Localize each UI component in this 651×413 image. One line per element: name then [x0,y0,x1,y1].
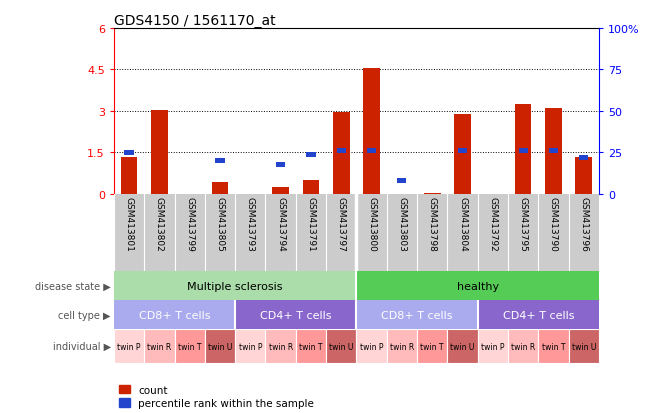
Text: Multiple sclerosis: Multiple sclerosis [187,281,283,291]
Text: GSM413796: GSM413796 [579,197,589,252]
Text: GSM413805: GSM413805 [215,197,225,252]
Text: GSM413799: GSM413799 [185,197,194,252]
Text: cell type ▶: cell type ▶ [58,310,111,320]
Bar [235,329,266,363]
Bar [212,182,229,195]
Text: individual ▶: individual ▶ [53,341,111,351]
Text: twin U: twin U [450,342,475,351]
Text: twin R: twin R [390,342,414,351]
Bar [478,329,508,363]
Bar [120,157,137,195]
Bar [307,152,316,157]
Text: CD8+ T cells: CD8+ T cells [381,310,453,320]
Text: GSM413792: GSM413792 [488,197,497,252]
Bar [303,181,319,195]
Bar [276,162,285,167]
Text: GSM413795: GSM413795 [519,197,528,252]
Text: twin P: twin P [117,342,141,351]
Text: twin R: twin R [511,342,535,351]
Text: twin U: twin U [329,342,353,351]
Text: GDS4150 / 1561170_at: GDS4150 / 1561170_at [114,14,275,28]
Text: GSM413798: GSM413798 [428,197,437,252]
Bar [357,329,387,363]
Text: GSM413797: GSM413797 [337,197,346,252]
Text: twin T: twin T [299,342,323,351]
Bar [579,156,589,161]
Bar [114,329,145,363]
Text: GSM413801: GSM413801 [124,197,133,252]
Text: twin P: twin P [481,342,505,351]
Bar [266,329,296,363]
Text: twin T: twin T [421,342,444,351]
Text: healthy: healthy [456,281,499,291]
Bar [337,149,346,154]
Bar [519,149,528,154]
Text: GSM413793: GSM413793 [246,197,255,252]
Bar [205,329,235,363]
Bar [114,301,235,329]
Bar [568,329,599,363]
Bar [424,193,441,195]
Text: disease state ▶: disease state ▶ [35,281,111,291]
Bar [387,329,417,363]
Text: twin R: twin R [268,342,293,351]
Text: GSM413791: GSM413791 [307,197,316,252]
Bar [357,272,599,301]
Bar [357,301,478,329]
Bar [124,151,133,156]
Bar [575,157,592,195]
Bar [145,329,174,363]
Bar [326,329,357,363]
Bar [549,149,558,154]
Bar [417,329,447,363]
Text: CD4+ T cells: CD4+ T cells [260,310,331,320]
Bar [478,301,599,329]
Bar [174,329,205,363]
Bar [447,329,478,363]
Bar [235,301,357,329]
Bar [363,69,380,195]
Bar [296,329,326,363]
Bar [458,149,467,154]
Text: GSM413800: GSM413800 [367,197,376,252]
Text: twin R: twin R [147,342,171,351]
Bar [515,105,531,195]
Text: CD4+ T cells: CD4+ T cells [503,310,574,320]
Text: GSM413802: GSM413802 [155,197,164,252]
Bar [114,272,357,301]
Bar [454,114,471,195]
Legend: count, percentile rank within the sample: count, percentile rank within the sample [119,385,314,408]
Text: GSM413804: GSM413804 [458,197,467,252]
Text: twin P: twin P [238,342,262,351]
Text: GSM413794: GSM413794 [276,197,285,252]
Text: GSM413790: GSM413790 [549,197,558,252]
Bar [333,113,350,195]
Text: GSM413803: GSM413803 [397,197,406,252]
Bar [538,329,568,363]
Bar [272,188,289,195]
Bar [215,159,225,164]
Text: twin T: twin T [178,342,201,351]
Bar [545,109,562,195]
Text: CD8+ T cells: CD8+ T cells [139,310,210,320]
Bar [151,110,168,195]
Text: twin T: twin T [542,342,565,351]
Bar [367,149,376,154]
Text: twin U: twin U [208,342,232,351]
Text: twin P: twin P [360,342,383,351]
Bar [508,329,538,363]
Bar [397,179,406,184]
Text: twin U: twin U [572,342,596,351]
